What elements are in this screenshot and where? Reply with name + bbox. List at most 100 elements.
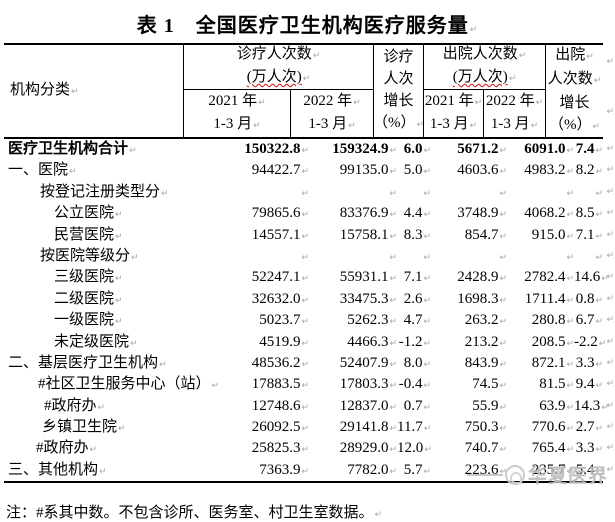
row-end-mark: ↵ [606, 57, 614, 67]
row-end-mark: ↵ [606, 379, 614, 390]
table-row: 二级医院↵ 32632.0↵ 33475.3↵ 2.6↵ 1698.3↵ 171… [4, 289, 614, 310]
row-end-mark: ↵ [606, 229, 614, 240]
cell-outpatient-2022: 159324.9↵ [332, 141, 397, 157]
cell-outpatient-2021: 52247.1↵ [251, 269, 309, 286]
table-row: 按登记注册类型分↵ ↵ ↵ ↵ ↵ ↵ ↵ ↵ [4, 182, 614, 203]
cell-discharge-2022: 1711.4↵ [524, 290, 574, 307]
cell-outpatient-2022: 99135.0↵ [339, 162, 397, 179]
cell-discharge-2021: ↵ [499, 252, 507, 263]
cell-discharge-2021: 3748.9↵ [457, 205, 507, 222]
row-end-mark: ↵ [606, 422, 614, 433]
cell-discharge-growth: 3.3↵ [575, 440, 603, 457]
cell-outpatient-2021: 14557.1↵ [251, 226, 309, 243]
row-end-mark: ↵ [606, 400, 614, 411]
row-label: 按医院等级分↵ [40, 247, 139, 264]
watermark-text: 华夏医界 [527, 466, 608, 487]
unit-wan-renci: (万人次) [452, 69, 508, 85]
row-label: 民营医院↵ [54, 226, 123, 243]
cell-discharge-2021: 750.3↵ [464, 419, 507, 436]
header-institution-category: 机构分类↵ [10, 81, 79, 98]
table-row: 公立医院↵ 79865.6↵ 83376.9↵ 4.4↵ 3748.9↵ 406… [4, 203, 614, 224]
table-row: 一级医院↵ 5023.7↵ 5262.3↵ 4.7↵ 263.2↵ 280.8↵… [4, 310, 614, 331]
cell-outpatient-2022: 28929.0↵ [339, 440, 397, 457]
cell-outpatient-2022: 29141.8↵ [339, 419, 397, 436]
row-end-mark: ↵ [606, 107, 614, 117]
cell-outpatient-2022: 17803.3↵ [339, 376, 397, 393]
cell-outpatient-growth: 0.7↵ [403, 397, 431, 414]
cell-outpatient-growth: 5.0↵ [403, 162, 431, 179]
table-row: 按医院等级分↵ ↵ ↵ ↵ ↵ ↵ ↵ ↵ [4, 246, 614, 267]
row-end-mark: ↵ [606, 357, 614, 368]
cell-discharge-2021: ↵ [499, 188, 507, 199]
cell-discharge-growth: 7.4↵ [575, 141, 603, 157]
row-label: 公立医院↵ [54, 205, 123, 222]
cell-outpatient-2022: 55931.1↵ [339, 269, 397, 286]
row-label: 二、基层医疗卫生机构↵ [8, 354, 167, 371]
table-row: 三、其他机构↵ 7363.9↵ 7782.0↵ 5.7↵ 223.6↵ 235.… [4, 460, 614, 481]
cell-outpatient-growth: 6.0↵ [403, 141, 431, 157]
row-end-mark: ↵ [606, 186, 614, 197]
cell-outpatient-2021: 48536.2↵ [251, 354, 309, 371]
cell-discharge-2021: 5671.2↵ [457, 141, 507, 157]
cell-discharge-growth: 2.7↵ [575, 419, 603, 436]
cell-outpatient-2021: 7363.9↵ [259, 461, 309, 478]
cell-outpatient-2022: 52407.9↵ [339, 354, 397, 371]
header-outpatient-visits-group: 诊疗人次数↵ (万人次)↵ [183, 45, 373, 90]
row-label: 按登记注册类型分↵ [40, 183, 169, 200]
cell-discharge-growth: 7.1↵ [575, 226, 603, 243]
cell-outpatient-2022: 83376.9↵ [339, 205, 397, 222]
table-row: #政府办↵ 25825.3↵ 28929.0↵ 12.0↵ 740.7↵ 765… [4, 438, 614, 459]
cell-discharge-growth: ↵ [595, 188, 603, 199]
cell-outpatient-2022: 5262.3↵ [347, 312, 397, 329]
row-label: 乡镇卫生院↵ [42, 419, 126, 436]
cell-discharge-growth: ↵ [595, 252, 603, 263]
row-label: 医疗卫生机构合计↵ [8, 141, 137, 157]
cell-discharge-2021: 55.9↵ [472, 397, 507, 414]
cell-outpatient-growth: -1.2↵ [398, 333, 431, 350]
cell-discharge-2022: 63.9↵ [539, 397, 574, 414]
cell-outpatient-growth: ↵ [423, 188, 431, 199]
header-discharge-group: 出院人次数↵ (万人次)↵ [423, 45, 545, 90]
cell-discharge-2022: 872.1↵ [531, 354, 574, 371]
cell-discharge-growth: 8.5↵ [575, 205, 603, 222]
cell-discharge-2022: 4068.2↵ [524, 205, 574, 222]
cell-outpatient-2021: ↵ [301, 188, 309, 199]
row-label: 三、其他机构↵ [8, 461, 107, 478]
row-end-mark: ↵ [606, 144, 614, 154]
cell-discharge-2021: 2428.9↵ [457, 269, 507, 286]
footnote: 注：#系其中数。不包含诊所、医务室、村卫生室数据。↵ [6, 505, 383, 522]
cell-discharge-2021: 1698.3↵ [457, 290, 507, 307]
row-label: 一级医院↵ [54, 312, 123, 329]
table-row: 医疗卫生机构合计↵ 150322.8↵ 159324.9↵ 6.0↵ 5671.… [4, 139, 614, 160]
row-end-mark: ↵ [606, 208, 614, 219]
cell-discharge-2022: 4983.2↵ [524, 162, 574, 179]
row-label: #政府办↵ [44, 397, 106, 414]
cell-outpatient-growth: -0.4↵ [398, 376, 431, 393]
cell-discharge-2022: ↵ [566, 252, 574, 263]
cell-outpatient-2022: 4466.3↵ [347, 333, 397, 350]
row-end-mark: ↵ [606, 250, 614, 261]
cell-discharge-2022: 770.6↵ [531, 419, 574, 436]
row-label: 三级医院↵ [54, 269, 123, 286]
table-row: #政府办↵ 12748.6↵ 12837.0↵ 0.7↵ 55.9↵ 63.9↵… [4, 396, 614, 417]
watermark-line [466, 473, 503, 476]
cell-discharge-2022: 81.5↵ [539, 376, 574, 393]
cell-discharge-2022: 6091.0↵ [524, 141, 574, 157]
cell-discharge-2021: 843.9↵ [464, 354, 507, 371]
cell-discharge-growth: 9.4↵ [575, 376, 603, 393]
cell-outpatient-growth: 4.4↵ [403, 205, 431, 222]
cell-outpatient-2022: 12837.0↵ [339, 397, 397, 414]
watermark: 华夏医界 [466, 461, 608, 488]
row-end-mark: ↵ [606, 443, 614, 454]
cell-outpatient-2021: 94422.7↵ [251, 162, 309, 179]
cell-discharge-2022: ↵ [566, 188, 574, 199]
cell-outpatient-2021: ↵ [301, 252, 309, 263]
cell-discharge-growth: 5.4↵ [575, 461, 603, 478]
cell-discharge-2021: 854.7↵ [464, 226, 507, 243]
row-label: 二级医院↵ [54, 290, 123, 307]
cell-discharge-2021: 4603.6↵ [457, 162, 507, 179]
table-row: 三级医院↵ 52247.1↵ 55931.1↵ 7.1↵ 2428.9↵ 278… [4, 267, 614, 288]
cell-outpatient-2022: ↵ [389, 252, 397, 263]
table-row: 未定级医院↵ 4519.9↵ 4466.3↵ -1.2↵ 213.2↵ 208.… [4, 332, 614, 353]
row-label: 一、医院↵ [8, 162, 77, 179]
